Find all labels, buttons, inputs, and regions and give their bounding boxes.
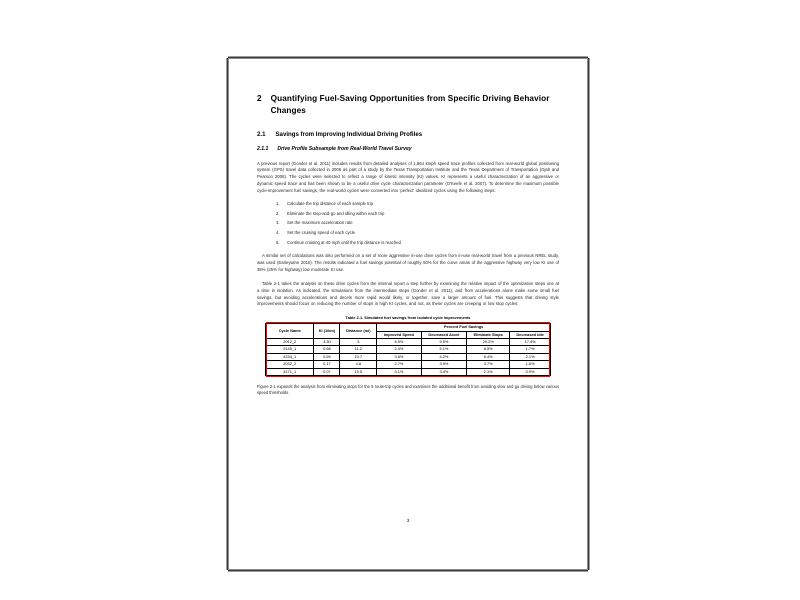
cell-improved-speed: 2.4%: [376, 345, 422, 354]
table-row: 2032_2 0.17 4.8 2.7% 3.9% 3.7% 1.6%: [264, 360, 551, 369]
cell-decreased-idle: 1.7%: [509, 345, 551, 354]
col-header-distance: Distance (mi): [339, 323, 378, 340]
table-block: Table 2-1. Simulated fuel savings from i…: [257, 315, 559, 377]
cell-decreased-accel: 3.9%: [420, 360, 468, 369]
cell-eliminate-stops: 29.2%: [466, 338, 511, 347]
numbered-step-list: 1. Calculate the trip distance of each sa…: [257, 200, 559, 245]
col-header-improved-speed: Improved Speed: [376, 330, 422, 340]
cell-cycle-name: 4234_1: [264, 352, 315, 362]
cell-eliminate-stops: 8.5%: [466, 345, 511, 354]
cell-distance: 19.5: [339, 367, 378, 376]
table-caption: Table 2-1. Simulated fuel savings from i…: [345, 315, 471, 321]
list-item-marker: 1.: [276, 200, 280, 206]
list-item-marker: 4.: [276, 230, 280, 236]
table-row: 4171_1 0.07 19.5 3.1% 3.4% 2.1% 0.9%: [264, 367, 551, 376]
col-header-eliminate-stops: Eliminate Stops: [466, 330, 511, 340]
table-header-row-1: Cycle Name KI (1/km) Distance (mi) Perce…: [264, 323, 551, 340]
section-heading-1-number: 2: [257, 94, 262, 103]
list-item-marker: 2.: [276, 210, 280, 216]
cell-cycle-name: 2032_2: [264, 360, 315, 369]
cell-ki: 0.07: [313, 367, 341, 376]
table-row: 2012_2 3.30 3 5.9% 9.5% 29.2% 17.4%: [264, 338, 551, 347]
list-item-label: Continue cruising at 40 mph until the tr…: [287, 239, 401, 245]
section-heading-2: 2.1 Savings from Improving Individual Dr…: [257, 130, 559, 139]
list-item: 2. Eliminate the stop-and-go and idling w…: [276, 210, 559, 216]
section-heading-3-text: Drive Profile Subsample from Real-World …: [277, 145, 412, 152]
cell-decreased-accel: 5.1%: [420, 345, 468, 354]
list-item: 3. Set the maximum acceleration rate: [276, 220, 559, 226]
section-heading-1-text: Quantifying Fuel-Saving Opportunities fr…: [270, 94, 550, 115]
cell-ki: 0.59: [313, 352, 341, 362]
cell-ki: 0.68: [313, 345, 341, 354]
section-heading-3-number: 2.1.1: [257, 145, 269, 152]
cell-distance: 11.2: [339, 345, 378, 354]
cell-improved-speed: 2.7%: [376, 360, 422, 369]
fuel-savings-table: Cycle Name KI (1/km) Distance (mi) Perce…: [264, 323, 551, 376]
cell-eliminate-stops: 2.1%: [466, 367, 511, 376]
cell-distance: 10.7: [339, 352, 378, 362]
cell-decreased-idle: 2.1%: [509, 352, 551, 362]
list-item: 5. Continue cruising at 40 mph until the …: [276, 239, 559, 245]
cell-decreased-idle: 17.4%: [509, 338, 551, 347]
cell-distance: 4.8: [339, 360, 378, 369]
section-heading-2-text: Savings from Improving Individual Drivin…: [275, 130, 423, 138]
list-item: 1. Calculate the trip distance of each sa…: [276, 200, 559, 206]
col-header-decreased-accel: Decreased Accel: [420, 330, 468, 340]
body-paragraph-1: A previous report (Gonder et al. 2011) i…: [257, 160, 559, 194]
list-item-label: Eliminate the stop-and-go and idling wit…: [287, 210, 385, 216]
cell-cycle-name: 4171_1: [264, 367, 315, 376]
col-group-header-percent-fuel-savings: Percent Fuel Savings: [376, 323, 551, 332]
list-item-label: Set the maximum acceleration rate: [287, 220, 353, 226]
body-paragraph-2: A similar set of calculations was also p…: [257, 253, 559, 272]
list-item-label: Calculate the trip distance of each samp…: [287, 200, 373, 206]
col-header-ki: KI (1/km): [313, 323, 341, 340]
table-row: 4234_1 0.59 10.7 3.6% 4.2% 6.4% 2.1%: [264, 352, 551, 362]
document-page: 2 Quantifying Fuel-Saving Opportunities …: [228, 58, 588, 570]
list-item-marker: 5.: [276, 239, 280, 245]
cell-eliminate-stops: 6.4%: [466, 352, 511, 362]
table-row: 2145_1 0.68 11.2 2.4% 5.1% 8.5% 1.7%: [264, 345, 551, 354]
cell-improved-speed: 5.9%: [376, 338, 422, 347]
cell-decreased-idle: 1.6%: [509, 360, 551, 369]
section-heading-2-number: 2.1: [257, 130, 266, 138]
list-item-marker: 3.: [276, 220, 280, 226]
section-heading-3: 2.1.1 Drive Profile Subsample from Real-…: [257, 146, 559, 154]
cell-decreased-accel: 4.2%: [420, 352, 468, 362]
col-header-decreased-idle: Decreased Idle: [509, 330, 551, 340]
cell-distance: 3: [339, 338, 378, 347]
cell-improved-speed: 3.1%: [376, 367, 422, 376]
cell-decreased-idle: 0.9%: [509, 367, 551, 376]
cell-improved-speed: 3.6%: [376, 352, 422, 362]
page-content: 2 Quantifying Fuel-Saving Opportunities …: [229, 59, 587, 569]
body-paragraph-3: Table 2-1 takes the analysis on these dr…: [257, 280, 559, 307]
list-item-label: Set the cruising speed of each cycle: [287, 230, 356, 236]
cell-eliminate-stops: 3.7%: [466, 360, 511, 369]
cell-ki: 0.17: [313, 360, 341, 369]
col-header-cycle-name: Cycle Name: [264, 323, 315, 340]
cell-decreased-accel: 3.4%: [420, 367, 468, 376]
table-header-row-2: Improved Speed Decreased Accel Eliminate…: [266, 330, 551, 340]
list-item: 4. Set the cruising speed of each cycle: [276, 230, 559, 236]
page-number: 3: [406, 518, 410, 523]
cell-cycle-name: 2012_2: [264, 338, 315, 347]
cell-cycle-name: 2145_1: [264, 345, 315, 354]
section-heading-1: 2 Quantifying Fuel-Saving Opportunities …: [257, 93, 559, 117]
cell-decreased-accel: 9.5%: [420, 338, 468, 347]
cell-ki: 3.30: [313, 338, 341, 347]
table-outer: Cycle Name KI (1/km) Distance (mi) Perce…: [257, 322, 559, 377]
figure-caption: Figure 2-1 expands the analysis from eli…: [257, 383, 559, 396]
